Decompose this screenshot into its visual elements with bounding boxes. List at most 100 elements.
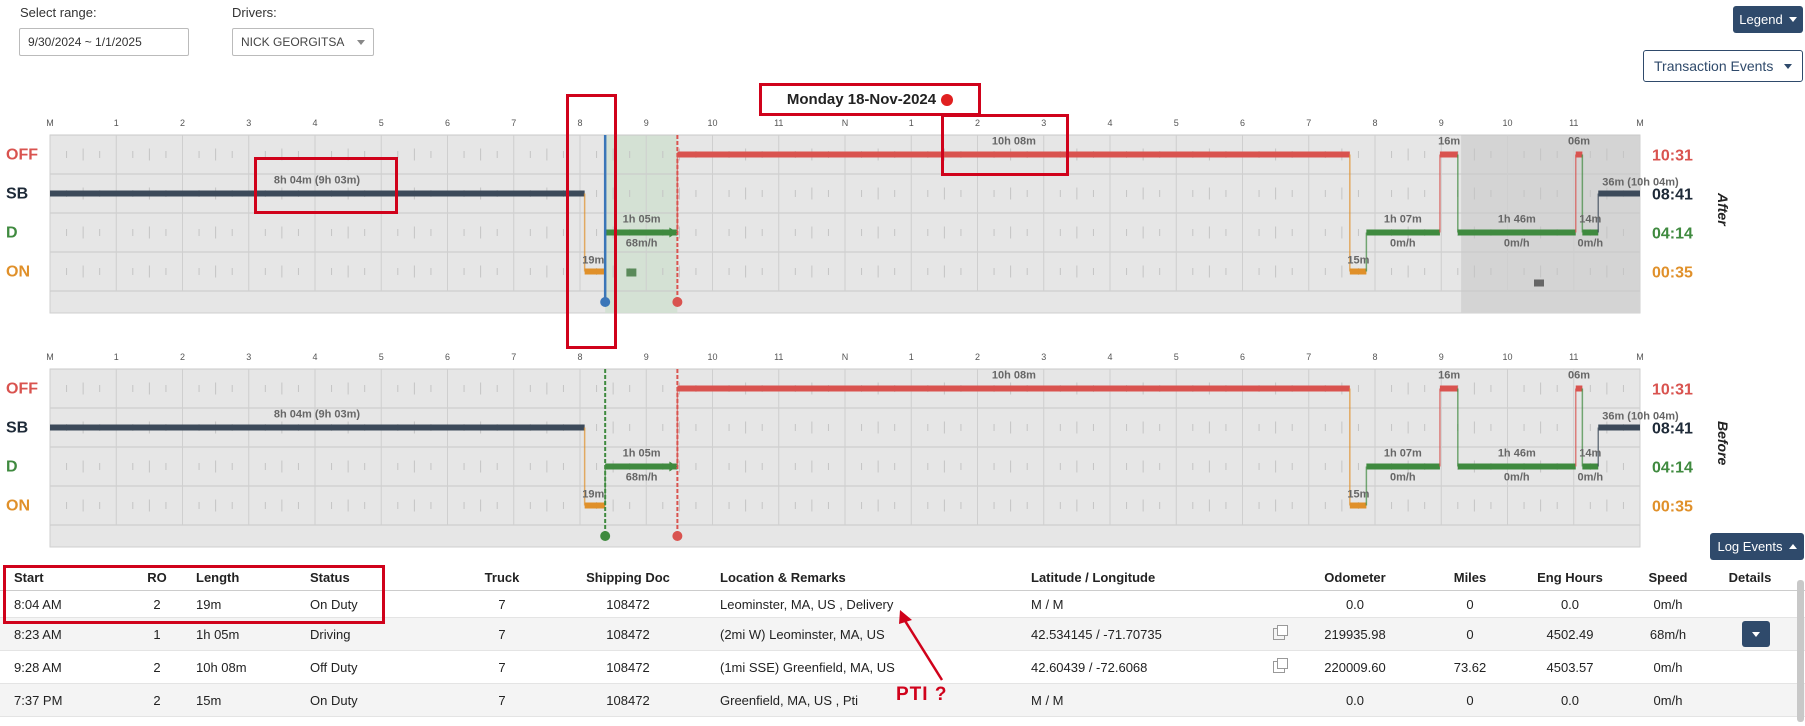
hour-label: 3 xyxy=(246,352,251,362)
column-header[interactable]: Latitude / Longitude xyxy=(1031,570,1156,585)
table-cell: On Duty xyxy=(310,692,358,708)
annotation-arrow xyxy=(899,610,944,681)
table-cell: (2mi W) Leominster, MA, US xyxy=(720,626,885,642)
column-header[interactable]: Shipping Doc xyxy=(586,570,670,585)
drive-arrow-icon xyxy=(669,227,678,238)
hour-label: 2 xyxy=(975,118,980,128)
table-cell: 7 xyxy=(498,659,506,675)
table-cell: 15m xyxy=(196,692,222,708)
table-scrollbar[interactable] xyxy=(1797,580,1804,722)
details-button[interactable] xyxy=(1742,621,1770,647)
table-row[interactable]: 8:23 AM 1 1h 05m Driving 7 108472 (2mi W) Leom… xyxy=(0,618,1805,651)
segment-label: 8h 04m (9h 03m) xyxy=(274,175,361,187)
legend-button[interactable]: Legend xyxy=(1733,6,1803,33)
hour-label: 5 xyxy=(1174,118,1179,128)
segment-label: 1h 46m xyxy=(1498,214,1536,226)
status-label-sb: SB xyxy=(6,420,28,437)
table-cell: Leominster, MA, US , Delivery xyxy=(720,596,894,612)
column-header[interactable]: Eng Hours xyxy=(1537,570,1603,585)
column-header[interactable]: RO xyxy=(147,570,167,585)
hour-label: M xyxy=(1636,352,1644,362)
column-header[interactable]: Truck xyxy=(484,570,520,585)
event-icon xyxy=(672,531,683,541)
chevron-down-icon xyxy=(1752,631,1760,637)
copy-cell xyxy=(1273,651,1289,683)
driver-select[interactable]: NICK GEORGITSA xyxy=(232,28,374,56)
annotation-box-sb xyxy=(254,157,398,214)
hour-label: 9 xyxy=(644,352,649,362)
hour-label: 3 xyxy=(1041,118,1046,128)
table-cell: (1mi SSE) Greenfield, MA, US xyxy=(720,659,895,675)
hour-label: 6 xyxy=(1240,118,1245,128)
column-header[interactable]: Speed xyxy=(1648,570,1688,585)
table-cell: On Duty xyxy=(310,596,358,612)
date-range-input[interactable]: 9/30/2024 ~ 1/1/2025 xyxy=(19,28,189,56)
segment-label: 16m xyxy=(1438,370,1460,382)
table-cell: 0m/h xyxy=(1653,692,1683,708)
hour-label: 7 xyxy=(511,352,516,362)
status-total-on: 00:35 xyxy=(1652,499,1693,516)
log-events-button[interactable]: Log Events xyxy=(1710,533,1804,560)
hour-label: 10 xyxy=(1502,118,1512,128)
table-row[interactable]: 7:37 PM 2 15m On Duty 7 108472 Greenfield, MA,… xyxy=(0,684,1805,717)
segment-label: 0m/h xyxy=(1504,472,1530,484)
hour-label: 9 xyxy=(1439,352,1444,362)
highlight-drive-band xyxy=(605,135,678,313)
hour-label: 4 xyxy=(312,118,317,128)
segment-label: 36m (10h 04m) xyxy=(1602,411,1679,423)
table-cell: 108472 xyxy=(606,692,650,708)
column-header[interactable]: Miles xyxy=(1453,570,1487,585)
column-header[interactable]: Details xyxy=(1728,570,1772,585)
hour-label: 1 xyxy=(114,118,119,128)
column-header[interactable]: Odometer xyxy=(1324,570,1386,585)
table-cell: 0 xyxy=(1466,626,1474,642)
status-total-d: 04:14 xyxy=(1652,460,1693,477)
driver-value: NICK GEORGITSA xyxy=(241,35,345,49)
table-cell: 0m/h xyxy=(1653,596,1683,612)
column-header[interactable]: Start xyxy=(14,570,44,585)
status-total-off: 10:31 xyxy=(1652,148,1693,165)
after-label: After xyxy=(1715,193,1731,226)
status-label-d: D xyxy=(6,459,18,476)
hour-label: 10 xyxy=(707,118,717,128)
status-label-on: ON xyxy=(6,264,30,281)
table-cell: M / M xyxy=(1031,692,1064,708)
status-total-d: 04:14 xyxy=(1652,226,1693,243)
hour-label: 4 xyxy=(1107,352,1112,362)
segment-label: 0m/h xyxy=(1577,472,1603,484)
event-icon xyxy=(600,297,611,307)
hour-label: 6 xyxy=(445,352,450,362)
status-label-off: OFF xyxy=(6,381,38,398)
table-header: Start RO Length Status Truck Shipping Doc Loca… xyxy=(0,565,1805,591)
segment-label: 15m xyxy=(1347,489,1369,501)
copy-icon[interactable] xyxy=(1273,625,1288,640)
details-cell xyxy=(1736,618,1776,650)
hour-label: N xyxy=(842,118,849,128)
hour-label: M xyxy=(46,118,54,128)
date-title: Monday 18-Nov-2024 xyxy=(759,83,981,116)
hour-label: 11 xyxy=(774,118,783,128)
transaction-events-select[interactable]: Transaction Events xyxy=(1643,50,1803,82)
segment-label: 15m xyxy=(1347,255,1369,267)
column-header[interactable]: Length xyxy=(196,570,240,585)
copy-icon[interactable] xyxy=(1273,658,1288,673)
segment-label: 16m xyxy=(1438,136,1460,148)
segment-label: 10h 08m xyxy=(992,370,1036,382)
range-label: Select range: xyxy=(20,5,97,20)
hour-label: 9 xyxy=(644,118,649,128)
drivers-label: Drivers: xyxy=(232,5,277,20)
table-cell: 0.0 xyxy=(1560,596,1580,612)
hour-label: 7 xyxy=(1306,118,1311,128)
annotation-box-off xyxy=(941,114,1069,176)
table-row[interactable]: 9:28 AM 2 10h 08m Off Duty 7 108472 (1mi SSE) … xyxy=(0,651,1805,684)
column-header[interactable]: Status xyxy=(310,570,350,585)
chevron-up-icon xyxy=(1788,544,1797,549)
table-cell: Off Duty xyxy=(310,659,358,675)
column-header[interactable]: Location & Remarks xyxy=(720,570,846,585)
status-total-on: 00:35 xyxy=(1652,265,1693,282)
segment-label: 68m/h xyxy=(626,472,658,484)
hour-label: 2 xyxy=(975,352,980,362)
table-cell: 4503.57 xyxy=(1546,659,1594,675)
table-cell: 2 xyxy=(153,596,161,612)
table-cell: 7:37 PM xyxy=(14,692,63,708)
